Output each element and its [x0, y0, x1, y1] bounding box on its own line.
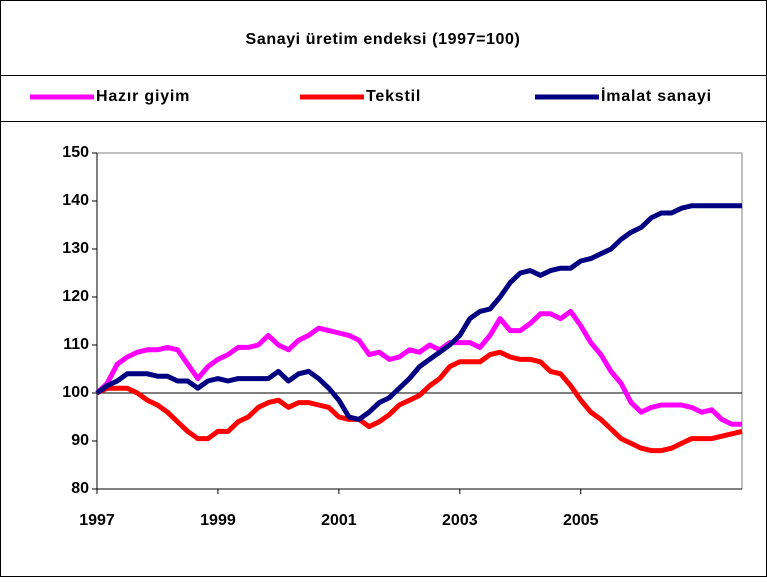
x-tick-label: 2005 — [563, 512, 599, 529]
y-tick-label: 80 — [71, 480, 89, 497]
y-tick-label: 100 — [62, 384, 89, 401]
legend-label: Hazır giyim — [96, 88, 190, 105]
y-tick-label: 120 — [62, 288, 89, 305]
series-line — [95, 308, 742, 427]
y-tick-label: 90 — [71, 432, 89, 449]
y-tick-label: 150 — [62, 144, 89, 161]
chart-title: Sanayi üretim endeksi (1997=100) — [246, 31, 521, 48]
series-line — [95, 203, 742, 422]
y-tick-label: 140 — [62, 192, 89, 209]
y-tick-label: 130 — [62, 240, 89, 257]
series-line — [95, 349, 743, 454]
legend-label: İmalat sanayi — [601, 87, 712, 105]
x-tick-label: 2003 — [442, 512, 478, 529]
y-tick-label: 110 — [63, 336, 89, 353]
x-tick-label: 1999 — [200, 512, 236, 529]
legend-label: Tekstil — [366, 88, 421, 105]
x-tick-label: 1997 — [79, 512, 115, 529]
x-tick-label: 2001 — [321, 512, 357, 529]
